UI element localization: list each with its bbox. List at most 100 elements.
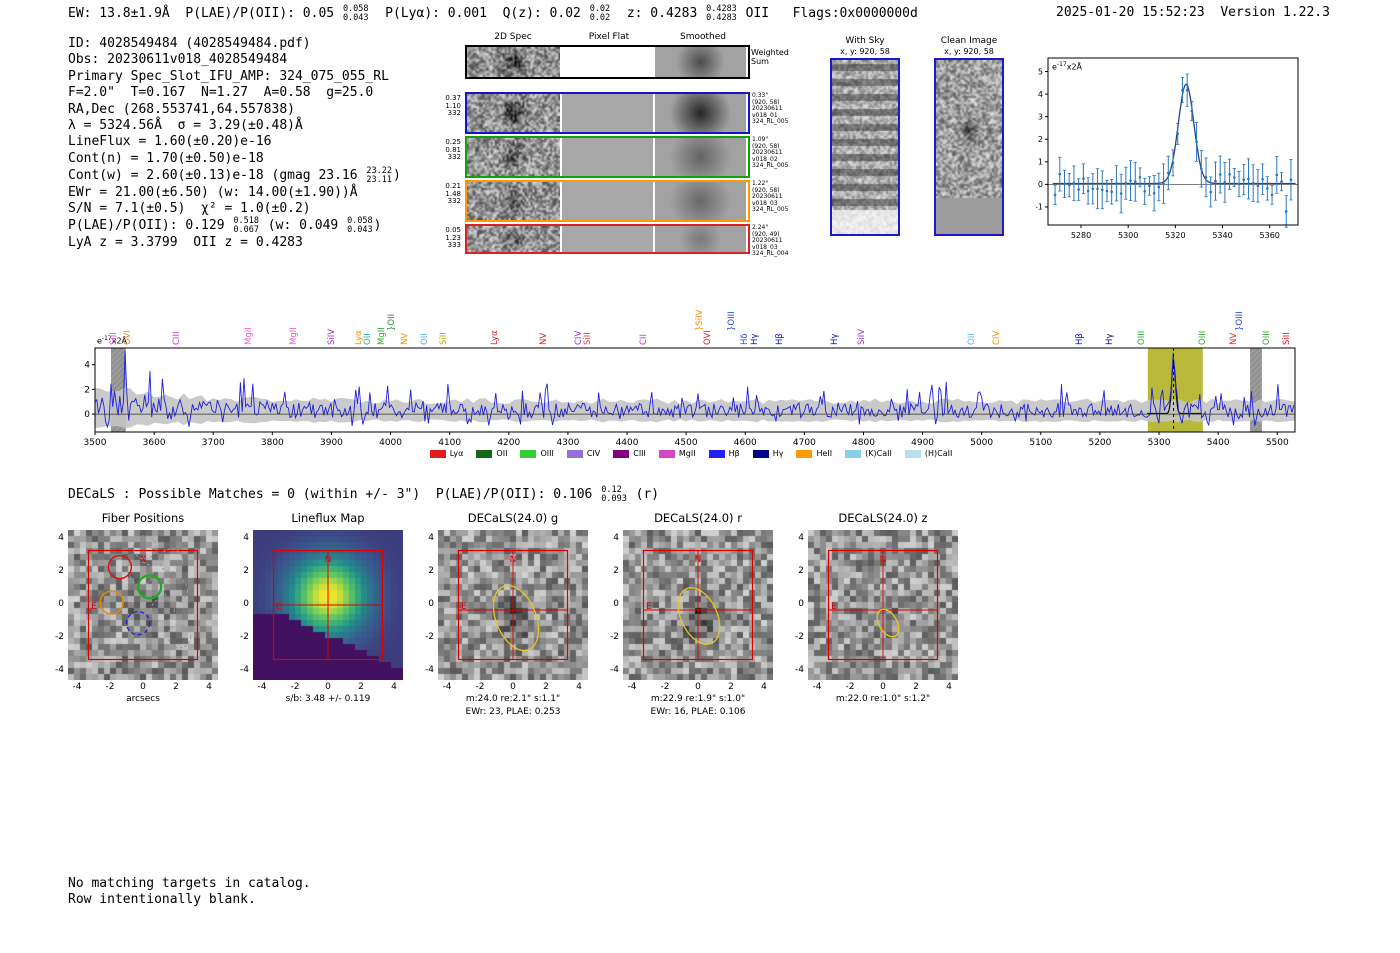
zoomed-line-plot: 5 4 3 2 1 0 -1 5280 5300 5320 5340 5360 — [1035, 50, 1304, 246]
x-tick-label: 2 — [358, 682, 364, 692]
y-tick-label: -2 — [55, 632, 64, 642]
smoothed-strip — [655, 182, 746, 220]
info-line: S/N = 7.1(±0.5) χ² = 1.0(±0.2) — [68, 201, 311, 217]
y-tick-label: -4 — [610, 665, 619, 675]
x-tick-label: 0 — [510, 682, 516, 692]
y-tick-label: 2 — [613, 566, 619, 576]
smoothed-strip — [655, 94, 746, 132]
info-line: F=2.0" T=0.167 N=1.27 A=0.58 g=25.0 — [68, 85, 374, 101]
y-tick-label: 0 — [243, 599, 249, 609]
spec2d-noise-strip — [467, 94, 560, 132]
svg-text:4600: 4600 — [734, 438, 757, 448]
footer-notes: No matching targets in catalog. Row inten… — [68, 876, 311, 909]
legend-color-swatch — [613, 449, 630, 458]
y-tick-label: 2 — [798, 566, 804, 576]
svg-text:3800: 3800 — [261, 438, 284, 448]
y-tick-label: 0 — [798, 599, 804, 609]
svg-text:-1: -1 — [1036, 203, 1043, 212]
svg-text:3600: 3600 — [143, 438, 166, 448]
svg-text:0: 0 — [1038, 180, 1043, 189]
cutout-caption: m:24.0 re:2.1" s:1.1" — [465, 694, 561, 704]
svg-text:5360: 5360 — [1260, 231, 1280, 240]
with-sky-coords: x, y: 920, 58 — [840, 47, 890, 56]
y-tick-label: 2 — [243, 566, 249, 576]
svg-text:E: E — [91, 602, 97, 612]
line-label-oiii: }OIII — [727, 311, 738, 331]
spec2d-row — [465, 180, 750, 222]
spec2d-column-header: 2D Spec — [494, 32, 532, 42]
x-tick-label: 2 — [173, 682, 179, 692]
svg-text:5500: 5500 — [1266, 438, 1289, 448]
pixel-flat-strip — [562, 94, 653, 132]
pixel-flat-strip — [562, 138, 653, 176]
stacked-uncertainty: 0.058 0.043 — [347, 216, 373, 235]
legend-color-swatch — [476, 449, 493, 458]
x-tick-label: 4 — [206, 682, 212, 692]
line-label-siiv: }SiIV — [694, 309, 705, 332]
header-date-version: 2025-01-20 15:52:23 Version 1.22.3 — [1056, 5, 1330, 20]
pixel-flat-strip — [562, 182, 653, 220]
svg-text:4: 4 — [1038, 90, 1043, 99]
info-line: λ = 5324.56Å σ = 3.29(±0.48)Å — [68, 118, 303, 134]
svg-text:5340: 5340 — [1212, 231, 1232, 240]
cutout-overlay: NE — [87, 535, 199, 661]
spec2d-noise-strip — [467, 226, 560, 252]
legend-item: HeII — [796, 449, 832, 458]
pixel-flat-strip — [562, 226, 653, 252]
spec2d-row-weights: 0.37 1.10 332 — [445, 94, 461, 118]
stacked-uncertainty: 0.518 0.067 — [233, 216, 259, 235]
line-label-oii: }OII — [386, 313, 397, 331]
cutout-caption: m:22.9 re:1.9" s:1.0" — [650, 694, 746, 704]
legend-item: OIII — [520, 449, 554, 458]
legend-color-swatch — [796, 449, 813, 458]
with-sky-title: With Sky — [845, 36, 885, 46]
stacked-uncertainty: 0.058 0.043 — [342, 4, 369, 23]
cutout-caption: s/b: 3.48 +/- 0.119 — [285, 694, 371, 704]
y-tick-label: 2 — [58, 566, 64, 576]
y-tick-label: 0 — [58, 599, 64, 609]
spec2d-noise-strip — [467, 138, 560, 176]
svg-text:3500: 3500 — [84, 438, 107, 448]
info-line: Cont(n) = 1.70(±0.50)e-18 — [68, 150, 264, 166]
svg-text:5200: 5200 — [1088, 438, 1111, 448]
y-tick-label: -2 — [240, 632, 249, 642]
legend-item: CIV — [566, 449, 600, 458]
svg-text:4100: 4100 — [438, 438, 461, 448]
legend-item: Lyα — [429, 449, 463, 458]
svg-text:4700: 4700 — [793, 438, 816, 448]
legend-color-swatch — [752, 449, 769, 458]
svg-text:E: E — [646, 602, 652, 612]
y-tick-label: 4 — [613, 533, 619, 543]
detection-info-block: ID: 4028549484 (4028549484.pdf) Obs: 2023… — [68, 36, 401, 251]
svg-text:4: 4 — [84, 361, 90, 371]
svg-text:4400: 4400 — [616, 438, 639, 448]
x-tick-label: -4 — [627, 682, 637, 692]
spec2d-row-meta: 2.24" (920, 49) 20230611 v018_03 324_RL_004 — [752, 224, 789, 258]
spectrum-ylabel: e-17x2Å — [97, 335, 128, 346]
svg-text:4800: 4800 — [852, 438, 875, 448]
x-tick-label: -2 — [105, 682, 115, 692]
clean-image-cutout — [934, 58, 1004, 236]
x-tick-label: -4 — [812, 682, 822, 692]
legend-item: CIII — [613, 449, 646, 458]
svg-text:5: 5 — [1038, 67, 1043, 76]
clean-image-noise — [936, 60, 1002, 234]
info-line: RA,Dec (268.553741,64.557838) — [68, 101, 295, 117]
legend-color-swatch — [658, 449, 675, 458]
smoothed-strip — [655, 47, 746, 77]
line-label-oiii: }OIII — [1234, 311, 1245, 331]
x-tick-label: 0 — [695, 682, 701, 692]
cutout-title: Lineflux Map — [291, 511, 365, 525]
info-line: LyA z = 3.3799 OII z = 0.4283 — [68, 234, 303, 250]
svg-text:3: 3 — [1038, 112, 1043, 121]
legend-color-swatch — [520, 449, 537, 458]
info-line: P(LAE)/P(OII): 0.129 0.518 0.067 (w: 0.04… — [68, 216, 382, 235]
info-line: LineFlux = 1.60(±0.20)e-16 — [68, 134, 272, 150]
x-tick-label: 2 — [543, 682, 549, 692]
y-tick-label: 4 — [243, 533, 249, 543]
spec2d-row — [465, 224, 750, 254]
spec2d-row-meta: 1.22" (920, 58) 20230611 v018_03 324_RL_005 — [752, 180, 789, 214]
spec2d-row-weights: 0.21 1.48 332 — [445, 182, 461, 206]
full-spectrum-plot: 0 2 4 3500 3600 3700 3800 3900 4000 4100 4200 4300 4… — [84, 340, 1314, 454]
